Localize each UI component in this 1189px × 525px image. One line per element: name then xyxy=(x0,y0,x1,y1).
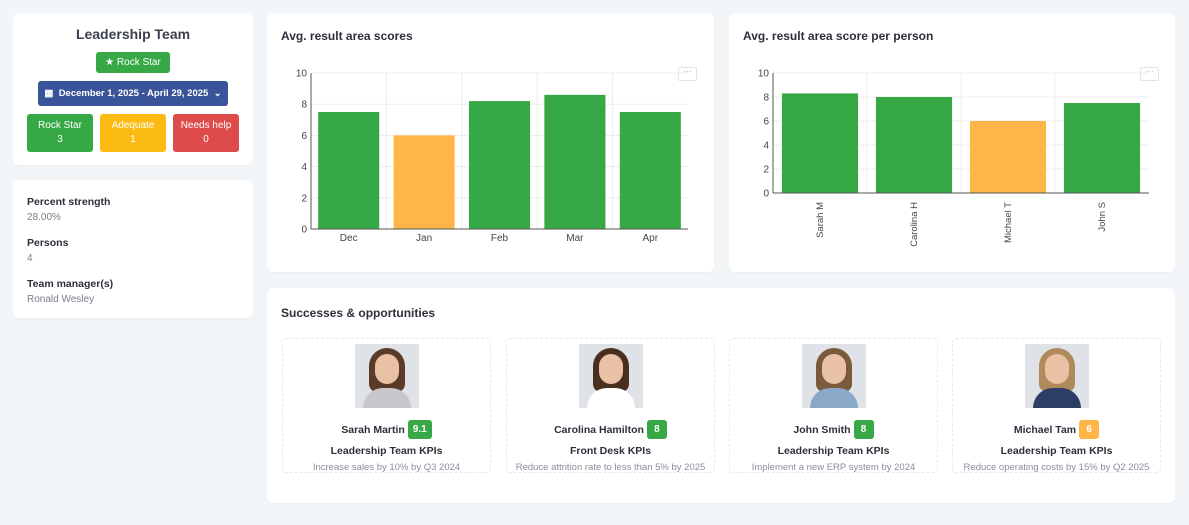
avatar xyxy=(801,344,866,408)
successes-title: Successes & opportunities xyxy=(281,306,436,320)
y-tick-label: 0 xyxy=(763,189,769,200)
percent-strength-value: 28.00% xyxy=(27,212,61,223)
bar xyxy=(544,94,606,229)
status-badge[interactable]: ★ Rock Star xyxy=(96,52,170,73)
calendar-icon: ▦ xyxy=(44,88,54,99)
team-title: Leadership Team xyxy=(75,26,191,42)
y-tick-label: 2 xyxy=(763,165,769,176)
goal-text: Increase sales by 10% by Q3 2024 xyxy=(312,462,461,473)
goal-text: Implement a new ERP system by 2024 xyxy=(751,462,916,473)
x-tick-label: Mar xyxy=(566,233,584,244)
person-card[interactable]: Michael Tam 6 Leadership Team KPIs Reduc… xyxy=(952,338,1161,473)
x-tick-label: Jan xyxy=(416,233,432,244)
team-manager-label: Team manager(s) xyxy=(27,278,114,290)
bar xyxy=(781,93,859,193)
chevron-down-icon: ⌄ xyxy=(213,88,222,99)
team-manager-value: Ronald Wesley xyxy=(27,294,95,305)
x-tick-label: John S xyxy=(1097,202,1108,232)
kpi-name: Front Desk KPIs xyxy=(569,445,652,457)
kpi-name: Leadership Team KPIs xyxy=(1000,445,1113,457)
per-person-bar-chart: 0 2 4 6 8 10 Sarah M Carolina H Michael T John S xyxy=(758,69,1149,247)
person-card[interactable]: Sarah Martin 9.1 Leadership Team KPIs In… xyxy=(282,338,491,473)
y-tick-label: 6 xyxy=(301,131,307,142)
kpi-name: Leadership Team KPIs xyxy=(777,445,890,457)
monthly-bar-chart: 0 2 4 6 8 10 Dec Jan Feb Mar Apr xyxy=(296,69,688,244)
chart-title: Avg. result area score per person xyxy=(743,29,934,43)
y-tick-label: 6 xyxy=(763,117,769,128)
score-badge: 8 xyxy=(646,420,667,439)
goal-text: Reduce operating costs by 15% by Q2 2025 xyxy=(963,462,1150,473)
percent-strength-label: Percent strength xyxy=(27,196,111,208)
avatar xyxy=(1024,344,1089,408)
score-badge: 8 xyxy=(853,420,874,439)
y-tick-label: 10 xyxy=(758,69,770,80)
star-icon: ★ xyxy=(105,57,115,68)
persons-label: Persons xyxy=(27,237,69,249)
persons-value: 4 xyxy=(27,253,33,264)
stat-rock-star[interactable]: Rock Star 3 xyxy=(27,114,93,152)
chart-card-monthly: Avg. result area scores ··· 0 2 4 6 8 10 Dec Ja… xyxy=(267,13,714,272)
kpi-name: Leadership Team KPIs xyxy=(330,445,443,457)
chart-card-per-person: Avg. result area score per person ··· 0 2… xyxy=(729,13,1175,272)
person-name: Sarah Martin xyxy=(341,423,405,436)
person-card[interactable]: Carolina Hamilton 8 Front Desk KPIs Redu… xyxy=(506,338,715,473)
bar xyxy=(1063,103,1141,193)
bar xyxy=(393,135,455,229)
date-range-picker[interactable]: ▦ December 1, 2025 - April 29, 2025 ⌄ xyxy=(38,81,228,106)
successes-card: Successes & opportunities Sarah Martin 9… xyxy=(267,288,1175,503)
y-tick-label: 10 xyxy=(296,69,308,80)
person-name: John Smith xyxy=(793,423,851,436)
x-tick-label: Carolina H xyxy=(909,202,920,247)
team-summary-card: Leadership Team ★ Rock Star ▦ December 1… xyxy=(13,13,253,165)
x-tick-label: Dec xyxy=(340,233,358,244)
bar xyxy=(619,112,681,229)
y-tick-label: 2 xyxy=(301,193,307,204)
team-info-card: Percent strength 28.00% Persons 4 Team m… xyxy=(13,180,253,318)
bar xyxy=(468,101,531,229)
person-name: Michael Tam xyxy=(1013,423,1077,436)
score-badge: 9.1 xyxy=(407,420,432,439)
x-tick-label: Apr xyxy=(643,233,659,244)
y-tick-label: 0 xyxy=(301,225,307,236)
score-badge: 6 xyxy=(1079,420,1100,439)
person-card[interactable]: John Smith 8 Leadership Team KPIs Implem… xyxy=(729,338,938,473)
y-tick-label: 4 xyxy=(301,162,307,173)
chart-menu-button[interactable]: ··· xyxy=(1140,67,1159,81)
x-tick-label: Sarah M xyxy=(815,202,826,238)
bar xyxy=(969,121,1047,193)
y-tick-label: 8 xyxy=(301,100,307,111)
person-name: Carolina Hamilton xyxy=(554,423,644,436)
avatar xyxy=(578,344,643,408)
chart-title: Avg. result area scores xyxy=(281,29,413,43)
goal-text: Reduce attrition rate to less than 5% by… xyxy=(515,462,706,473)
y-tick-label: 4 xyxy=(763,141,769,152)
x-tick-label: Feb xyxy=(491,233,509,244)
stat-adequate[interactable]: Adequate 1 xyxy=(100,114,166,152)
bar xyxy=(318,112,380,229)
chart-menu-button[interactable]: ··· xyxy=(678,67,697,81)
y-tick-label: 8 xyxy=(763,93,769,104)
avatar xyxy=(354,344,419,408)
stat-needs-help[interactable]: Needs help 0 xyxy=(173,114,239,152)
bar xyxy=(875,97,953,193)
x-tick-label: Michael T xyxy=(1003,202,1014,243)
